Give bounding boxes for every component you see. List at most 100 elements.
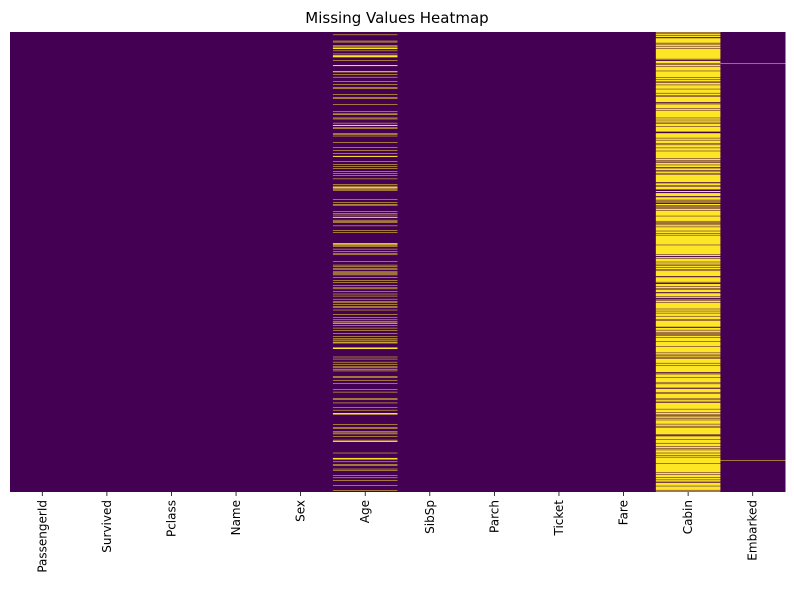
missing-cell bbox=[655, 168, 721, 171]
missing-cell bbox=[332, 490, 398, 491]
missing-cell bbox=[332, 173, 398, 174]
x-tick-label: Pclass bbox=[164, 500, 178, 537]
missing-cell bbox=[332, 204, 398, 206]
missing-cell bbox=[332, 248, 398, 250]
missing-cell bbox=[332, 186, 398, 188]
missing-cell bbox=[332, 219, 398, 221]
missing-cell bbox=[655, 334, 721, 336]
missing-cell bbox=[332, 338, 398, 339]
missing-cell bbox=[655, 355, 721, 356]
missing-cell bbox=[655, 138, 721, 140]
missing-cell bbox=[332, 464, 398, 465]
missing-cell bbox=[655, 233, 721, 235]
missing-cell bbox=[655, 341, 721, 347]
missing-cell bbox=[655, 245, 721, 254]
missing-cell bbox=[655, 296, 721, 298]
missing-cell bbox=[332, 424, 398, 425]
missing-cell bbox=[655, 235, 721, 245]
missing-cell bbox=[655, 151, 721, 159]
missing-cell bbox=[332, 168, 398, 169]
missing-cell bbox=[332, 477, 398, 479]
missing-cell bbox=[655, 302, 721, 309]
missing-cell bbox=[332, 188, 398, 190]
missing-cell bbox=[655, 59, 721, 60]
missing-cell bbox=[720, 63, 786, 65]
missing-cell bbox=[332, 40, 398, 42]
missing-cell bbox=[655, 299, 721, 301]
missing-cell bbox=[655, 283, 721, 287]
missing-cell bbox=[332, 369, 398, 370]
missing-cell bbox=[332, 307, 398, 308]
missing-cell bbox=[332, 122, 398, 124]
missing-cell bbox=[332, 402, 398, 404]
missing-cell bbox=[655, 363, 721, 365]
missing-cell bbox=[655, 309, 721, 311]
missing-cell bbox=[332, 127, 398, 129]
missing-cell bbox=[332, 413, 398, 415]
missing-cell bbox=[655, 427, 721, 435]
missing-cell bbox=[655, 316, 721, 320]
missing-cell bbox=[655, 193, 721, 197]
missing-cell bbox=[655, 225, 721, 227]
missing-cell bbox=[655, 162, 721, 165]
missing-cell bbox=[655, 203, 721, 206]
missing-cell bbox=[332, 135, 398, 137]
missing-cell bbox=[332, 277, 398, 278]
x-tick-label: PassengerId bbox=[35, 500, 49, 573]
missing-cell bbox=[332, 60, 398, 61]
missing-cell bbox=[332, 153, 398, 154]
missing-cell bbox=[655, 93, 721, 96]
missing-cell bbox=[655, 103, 721, 104]
missing-cell bbox=[655, 282, 721, 283]
missing-cell bbox=[655, 286, 721, 289]
missing-cell bbox=[655, 337, 721, 342]
missing-cell bbox=[655, 439, 721, 443]
missing-cell bbox=[332, 291, 398, 292]
missing-cell bbox=[332, 232, 398, 233]
missing-cell bbox=[655, 392, 721, 394]
missing-cell bbox=[332, 266, 398, 267]
missing-cell bbox=[332, 461, 398, 463]
missing-cell bbox=[655, 418, 721, 420]
missing-cell bbox=[655, 384, 721, 388]
missing-cell bbox=[655, 400, 721, 402]
missing-cell bbox=[332, 97, 398, 98]
missing-cell bbox=[655, 480, 721, 482]
missing-cell bbox=[655, 415, 721, 417]
missing-cell bbox=[332, 398, 398, 399]
missing-cell bbox=[332, 284, 398, 286]
missing-cell bbox=[655, 356, 721, 358]
missing-cell bbox=[655, 48, 721, 59]
missing-cell bbox=[655, 77, 721, 80]
missing-cell bbox=[655, 289, 721, 293]
missing-cell bbox=[332, 432, 398, 434]
missing-cell bbox=[655, 221, 721, 223]
missing-cell bbox=[332, 330, 398, 331]
missing-cell bbox=[332, 117, 398, 119]
x-tick-label: Cabin bbox=[681, 500, 695, 534]
column-cells bbox=[526, 32, 592, 492]
missing-cell bbox=[332, 367, 398, 369]
missing-cell bbox=[655, 270, 721, 271]
column-cells bbox=[655, 32, 721, 492]
missing-cell bbox=[655, 374, 721, 378]
x-tick-label: Age bbox=[358, 500, 372, 523]
missing-cell bbox=[655, 80, 721, 82]
missing-cell bbox=[332, 271, 398, 273]
missing-cell bbox=[655, 357, 721, 359]
missing-cell bbox=[655, 417, 721, 419]
column-cells bbox=[332, 32, 398, 492]
missing-cell bbox=[332, 76, 398, 78]
missing-cell bbox=[655, 330, 721, 332]
missing-cell bbox=[332, 428, 398, 430]
missing-cell bbox=[332, 264, 398, 266]
missing-cell bbox=[655, 183, 721, 186]
missing-cell bbox=[332, 322, 398, 324]
missing-cell bbox=[332, 475, 398, 476]
missing-cell bbox=[655, 202, 721, 203]
missing-cell bbox=[655, 393, 721, 399]
missing-cell bbox=[655, 71, 721, 78]
missing-cell bbox=[655, 207, 721, 209]
missing-cell bbox=[655, 66, 721, 71]
missing-cell bbox=[332, 376, 398, 377]
